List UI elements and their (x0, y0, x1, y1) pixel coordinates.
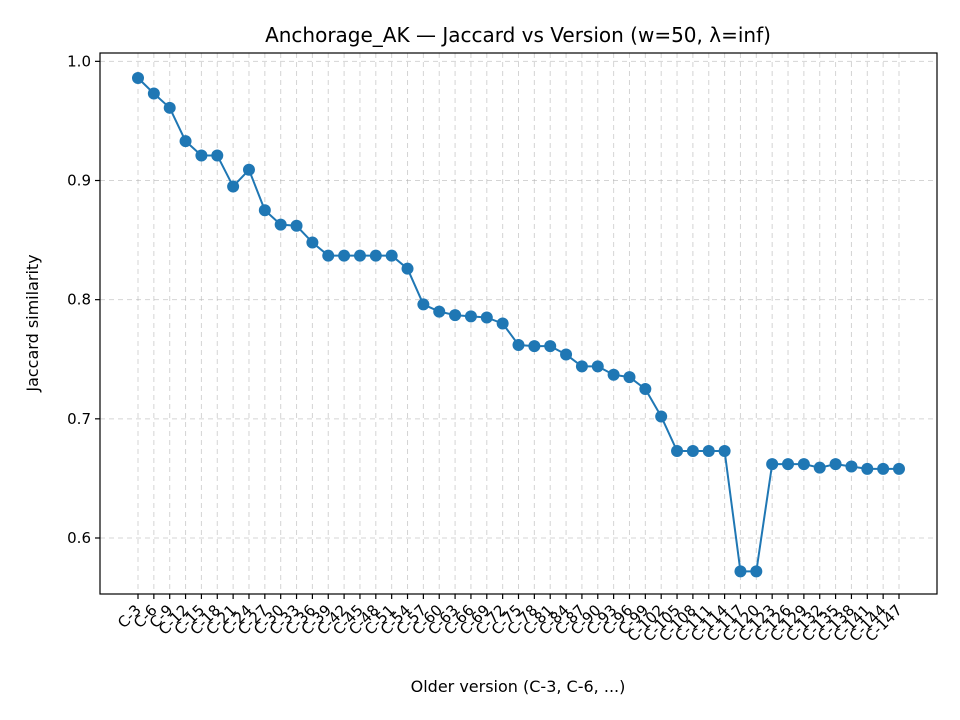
data-point (512, 338, 525, 351)
data-point (591, 360, 604, 373)
data-point (639, 383, 652, 396)
data-point (813, 461, 826, 474)
data-point (433, 305, 446, 318)
data-point (607, 368, 620, 381)
data-point (132, 72, 144, 85)
data-point (893, 462, 905, 475)
data-point (544, 340, 557, 353)
data-point (829, 458, 842, 471)
chart-title: Anchorage_AK — Jaccard vs Version (w=50,… (265, 23, 771, 47)
data-point (782, 458, 795, 471)
data-point (671, 445, 684, 458)
data-point (623, 371, 636, 384)
series-layer (132, 72, 905, 578)
data-point (734, 565, 747, 578)
data-point (575, 360, 588, 373)
data-point (274, 218, 287, 231)
data-point (845, 460, 858, 473)
data-point (528, 340, 541, 353)
data-point (401, 262, 414, 275)
data-point (449, 309, 462, 322)
y-tick-label: 0.9 (67, 172, 91, 190)
data-point (338, 249, 351, 262)
y-tick-label: 0.7 (67, 410, 91, 428)
data-point (797, 458, 810, 471)
data-point (163, 101, 176, 114)
data-point (655, 410, 668, 423)
data-point (306, 236, 319, 249)
data-point (464, 310, 477, 323)
y-tick-label: 0.8 (67, 291, 91, 309)
data-point (369, 249, 382, 262)
y-tick-label: 1.0 (67, 52, 91, 70)
data-point (322, 249, 335, 262)
data-point (766, 458, 779, 471)
data-point (179, 135, 192, 148)
x-axis-label: Older version (C-3, C-6, ...) (411, 677, 626, 696)
data-point (211, 149, 224, 162)
data-point (686, 445, 699, 458)
y-axis: 0.6 0.7 0.8 0.9 1.0 (67, 52, 100, 547)
grid-layer (100, 53, 937, 594)
x-axis: C-3C-6C-9C-12C-15C-18C-21C-24C-27C-30C-3… (114, 594, 906, 645)
data-point (560, 348, 573, 361)
y-axis-label: Jaccard similarity (23, 254, 42, 392)
data-point (258, 204, 271, 217)
data-point (147, 87, 160, 100)
data-point (353, 249, 366, 262)
data-point (877, 462, 890, 475)
data-point (702, 445, 715, 458)
data-point (718, 445, 731, 458)
data-point (496, 317, 509, 330)
data-point (195, 149, 208, 162)
data-point (750, 565, 763, 578)
data-point (290, 219, 303, 232)
data-point (227, 180, 240, 193)
data-point (417, 298, 430, 311)
data-point (385, 249, 398, 262)
y-tick-label: 0.6 (67, 529, 91, 547)
data-point (480, 311, 493, 324)
data-point (861, 462, 874, 475)
data-point (242, 163, 255, 176)
